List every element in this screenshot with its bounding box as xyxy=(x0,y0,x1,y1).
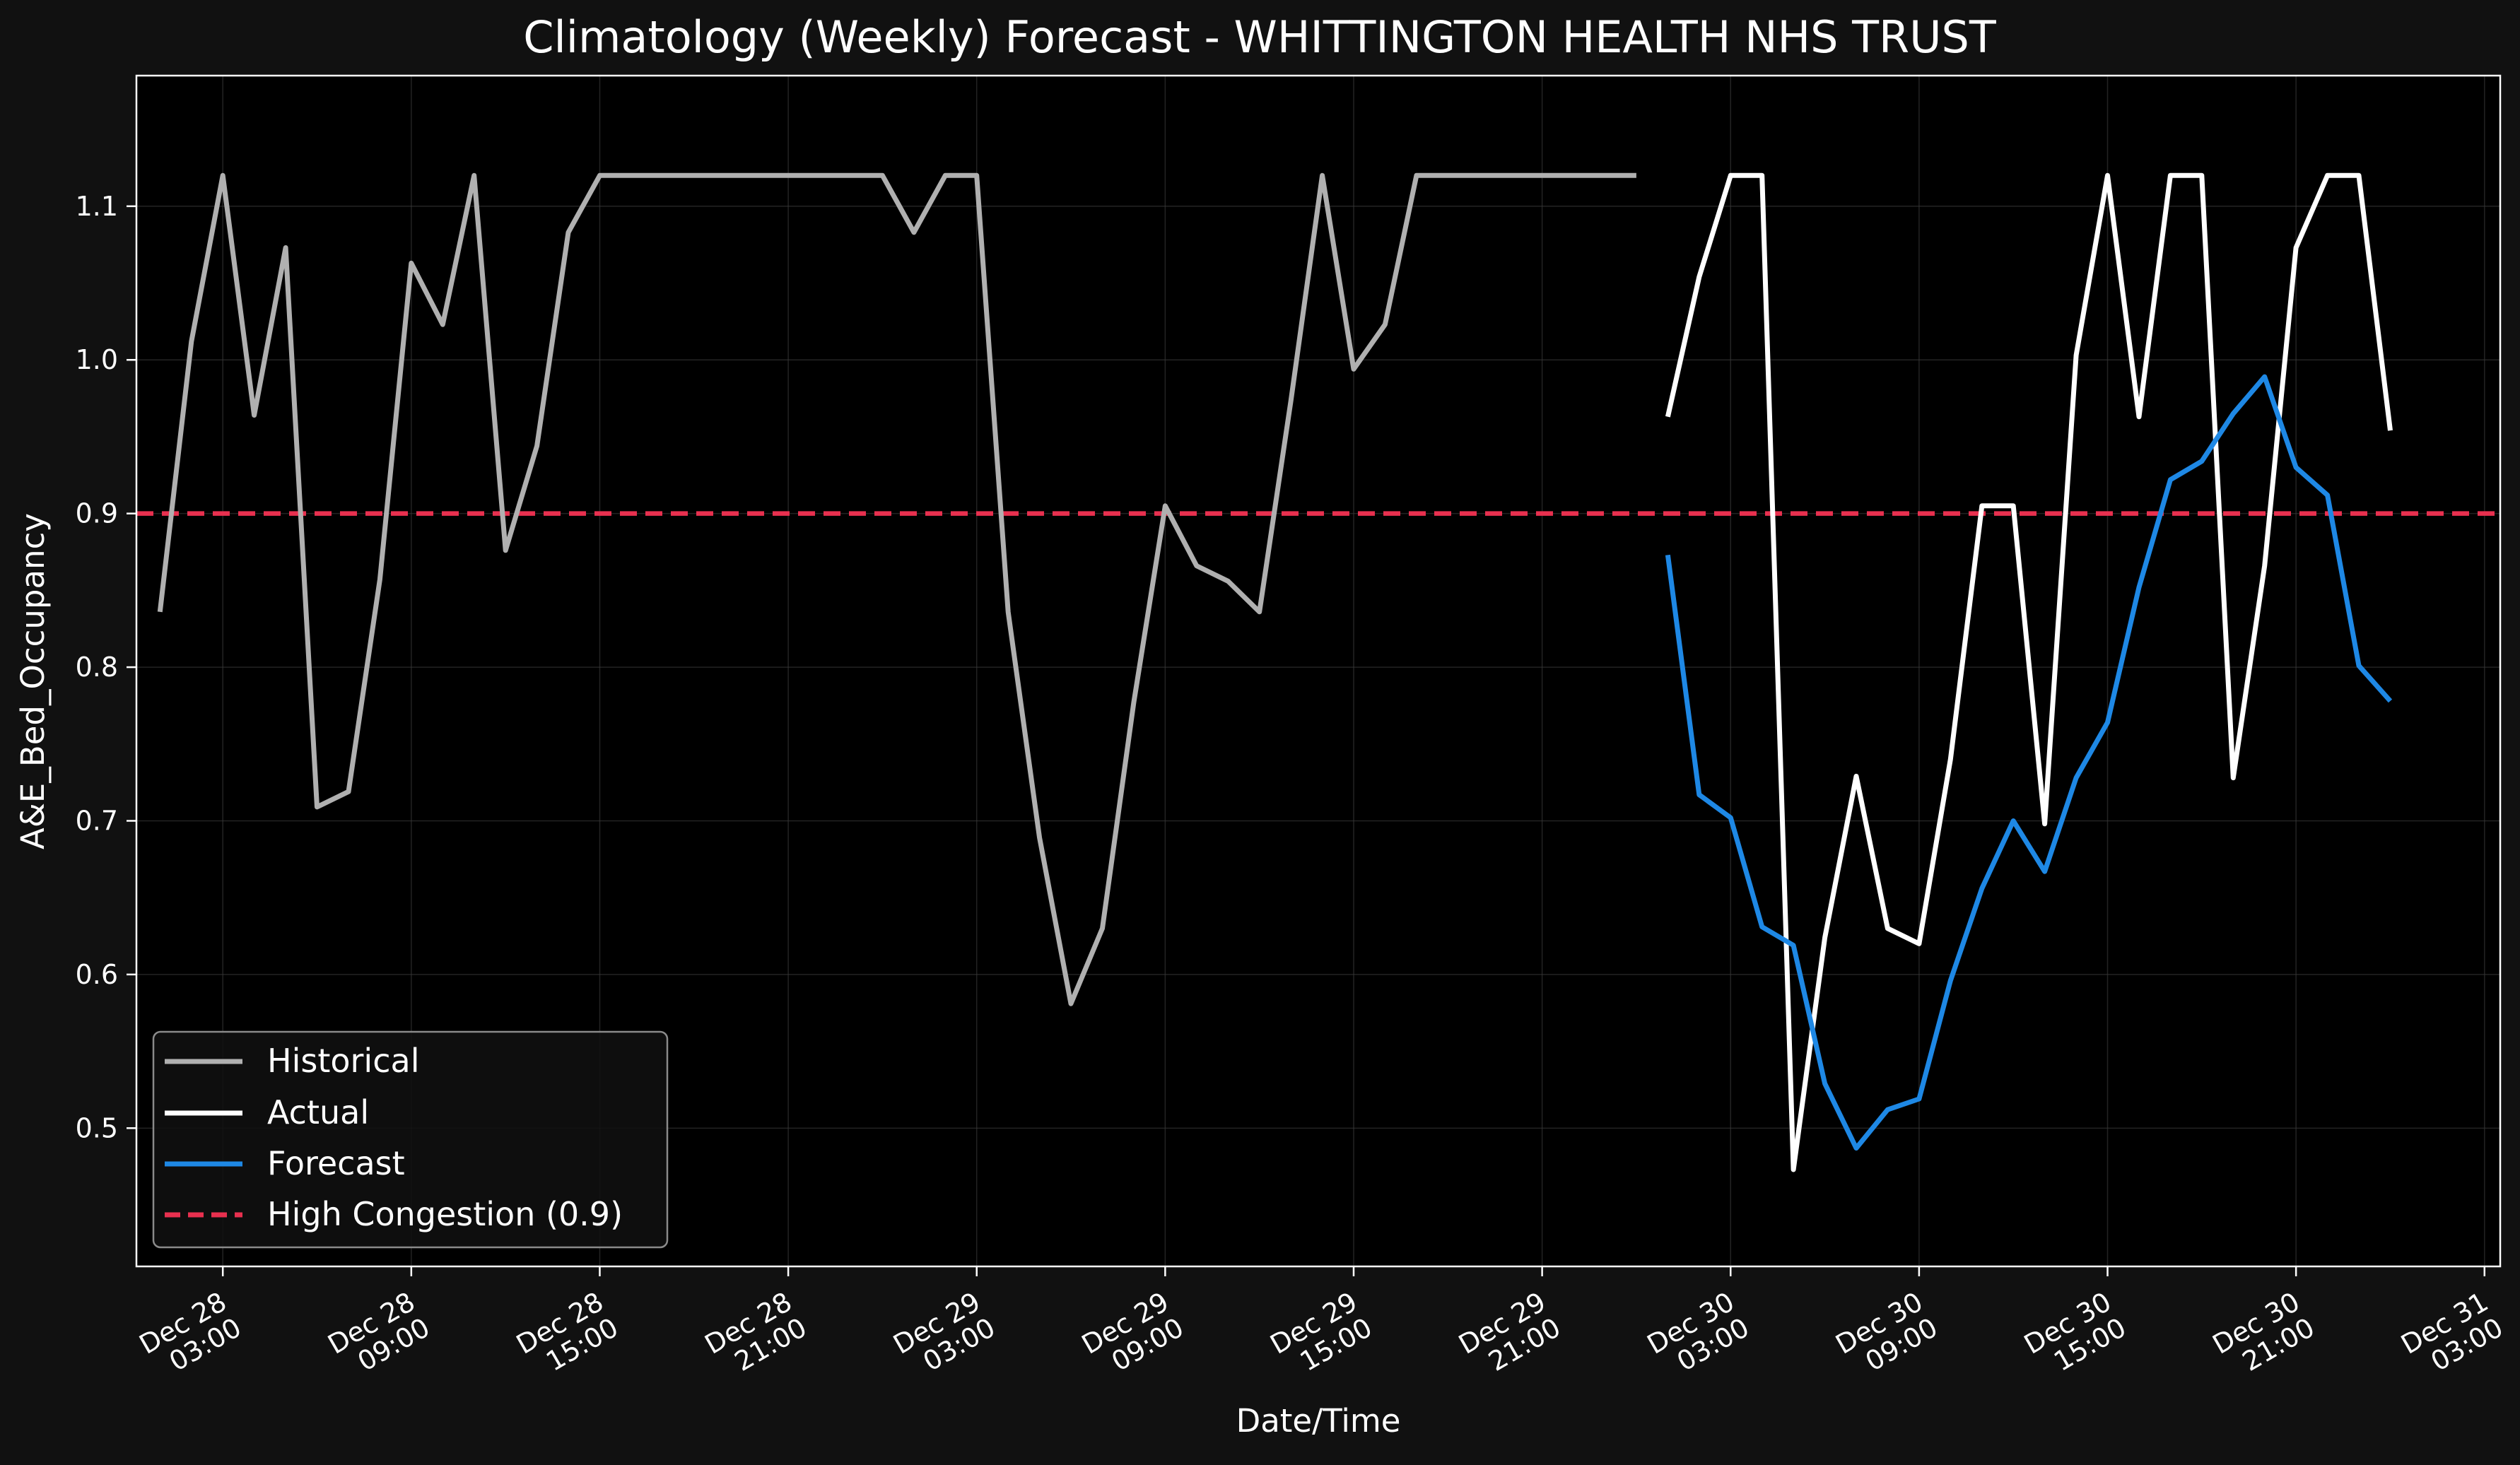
legend: Historical Actual Forecast High Congesti… xyxy=(152,1030,669,1249)
chart-title: Climatology (Weekly) Forecast - WHITTING… xyxy=(523,11,1997,63)
legend-item-historical: Historical xyxy=(165,1042,419,1080)
series-line-actual xyxy=(1665,172,2393,1172)
y-tick-label: 0.6 xyxy=(76,959,118,990)
y-tick-label: 0.8 xyxy=(76,652,118,683)
series-line-forecast xyxy=(1665,374,2393,1151)
y-tick-label: 0.9 xyxy=(76,498,118,529)
y-tick-label: 1.0 xyxy=(76,344,118,375)
x-axis-label: Date/Time xyxy=(1236,1402,1401,1440)
y-tick-label: 0.5 xyxy=(76,1112,118,1143)
legend-label-historical: Historical xyxy=(267,1042,419,1080)
y-tick-label: 1.1 xyxy=(76,191,118,222)
grid xyxy=(136,76,2500,1266)
legend-item-high-congestion: High Congestion (0.9) xyxy=(165,1195,623,1233)
legend-label-forecast: Forecast xyxy=(267,1144,405,1182)
plot-frame xyxy=(135,74,2502,1268)
legend-item-forecast: Forecast xyxy=(165,1144,405,1182)
legend-item-actual: Actual xyxy=(165,1093,369,1131)
legend-label-high-congestion: High Congestion (0.9) xyxy=(267,1195,623,1233)
y-tick-label: 0.7 xyxy=(76,805,118,836)
series-layer xyxy=(157,172,2393,1172)
legend-label-actual: Actual xyxy=(267,1093,369,1131)
legend-box xyxy=(152,1030,669,1249)
series-line-historical xyxy=(157,172,1636,1006)
y-axis-ticks: 0.5 0.6 0.7 0.8 0.9 1.0 1.1 xyxy=(76,191,136,1143)
y-axis-label: A&E_Bed_Occupancy xyxy=(14,513,52,849)
